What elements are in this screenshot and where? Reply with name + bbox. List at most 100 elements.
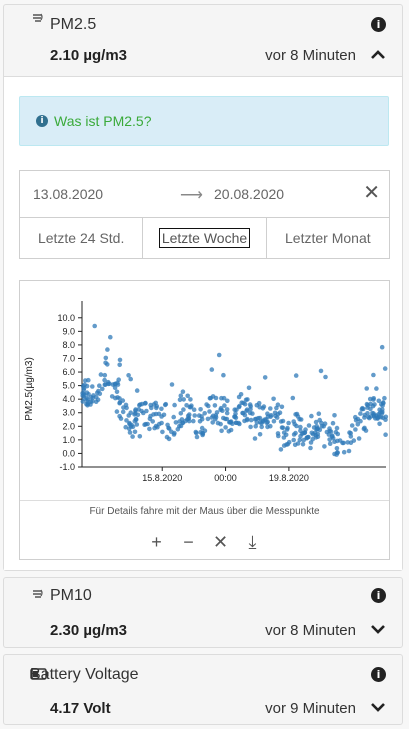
sensor-value: 2.10 µg/m3	[50, 46, 128, 64]
chart-container: 10.0 9.0 8.0 7.0 6.0 5.0 4.0 3.0 2.0 1.0 0.0 -1.0 15…	[19, 280, 390, 560]
data-point	[353, 417, 359, 423]
date-from-input[interactable]: 13.08.2020	[33, 186, 104, 202]
data-point	[130, 424, 136, 430]
data-point	[117, 357, 123, 363]
reset-zoom-icon[interactable]: ✕	[212, 532, 229, 552]
data-point	[332, 451, 337, 457]
info-alert[interactable]: i Was ist PM2.5?	[19, 96, 389, 146]
data-point	[173, 420, 179, 425]
data-point	[279, 425, 285, 430]
data-point	[205, 416, 211, 422]
data-point	[137, 402, 143, 407]
data-point	[116, 377, 121, 382]
chevron-down-icon[interactable]	[370, 622, 386, 636]
data-point	[219, 428, 224, 434]
zoom-in-icon[interactable]: +	[151, 532, 162, 552]
data-point	[112, 381, 118, 387]
data-point	[97, 383, 102, 388]
data-point	[313, 419, 319, 425]
card-details: i Was ist PM2.5? 13.08.2020 ⟶ 20.08.2020…	[4, 76, 402, 570]
data-point	[313, 432, 319, 438]
range-option-label: Letzte Woche	[158, 228, 251, 248]
data-point	[308, 440, 314, 445]
data-point	[180, 389, 186, 394]
card-title: Battery Voltage	[30, 666, 139, 683]
data-point	[123, 402, 129, 408]
data-point	[90, 384, 95, 389]
data-point	[355, 422, 361, 427]
data-point	[258, 419, 263, 425]
card-title-row[interactable]: Battery Voltage i	[4, 663, 402, 687]
data-point	[207, 409, 212, 414]
range-option-week[interactable]: Letzte Woche	[143, 217, 267, 259]
data-point	[120, 409, 126, 415]
data-point	[226, 429, 232, 434]
card-title-row[interactable]: PM10 i	[4, 584, 402, 608]
data-point	[233, 420, 239, 425]
data-point	[372, 402, 377, 407]
card-title-row[interactable]: PM2.5 i	[4, 13, 402, 37]
data-point	[114, 389, 120, 395]
data-point	[295, 441, 301, 446]
data-point	[200, 430, 205, 436]
range-option-month[interactable]: Letzter Monat	[267, 217, 389, 259]
data-point	[177, 419, 182, 424]
data-point	[298, 433, 303, 439]
info-icon[interactable]: i	[371, 17, 386, 32]
data-point	[365, 403, 371, 408]
data-point	[130, 434, 135, 439]
data-point	[334, 425, 340, 431]
card-value-row[interactable]: 2.10 µg/m3 vor 8 Minuten	[4, 43, 402, 67]
sensor-card-battery: Battery Voltage i 4.17 Volt vor 9 Minute…	[3, 654, 403, 725]
data-point	[297, 437, 303, 443]
data-point	[165, 422, 170, 428]
zoom-out-icon[interactable]: −	[183, 532, 194, 552]
clear-range-icon[interactable]: ✕	[363, 182, 380, 204]
data-point	[117, 362, 122, 368]
card-value-row[interactable]: 2.30 µg/m3 vor 8 Minuten	[4, 618, 402, 642]
chevron-down-icon[interactable]	[370, 700, 386, 714]
data-point	[213, 413, 219, 418]
data-point	[274, 415, 280, 420]
data-point	[144, 408, 149, 414]
range-option-24h[interactable]: Letzte 24 Std.	[20, 217, 144, 259]
data-point	[191, 407, 197, 412]
data-point	[126, 373, 131, 378]
data-point	[181, 397, 186, 402]
y-tick-label: 1.0	[62, 435, 75, 445]
date-to-input[interactable]: 20.08.2020	[214, 186, 285, 202]
data-point	[364, 386, 370, 391]
y-axis-label: PM2.5(µg/m3)	[24, 357, 35, 421]
data-point	[265, 414, 271, 419]
data-point	[185, 413, 191, 419]
data-point	[224, 407, 230, 412]
data-point	[103, 360, 108, 366]
y-tick-label: -1.0	[59, 462, 75, 472]
info-icon[interactable]: i	[371, 588, 386, 603]
data-point	[126, 426, 132, 431]
data-point	[271, 418, 277, 424]
info-alert-text[interactable]: Was ist PM2.5?	[54, 113, 152, 129]
data-point	[271, 396, 276, 402]
card-value-row[interactable]: 4.17 Volt vor 9 Minuten	[4, 696, 402, 720]
chevron-up-icon[interactable]	[370, 47, 386, 61]
data-point	[80, 393, 85, 399]
data-point	[222, 403, 227, 408]
date-range-inputs: 13.08.2020 ⟶ 20.08.2020 ✕	[20, 171, 389, 218]
data-point	[223, 425, 228, 430]
data-point	[177, 397, 183, 403]
pm25-scatter-chart[interactable]: 10.0 9.0 8.0 7.0 6.0 5.0 4.0 3.0 2.0 1.0 0.0 -1.0 15…	[20, 281, 389, 499]
data-point	[245, 397, 250, 402]
data-point	[147, 426, 152, 432]
data-point	[286, 420, 291, 426]
data-point	[341, 440, 346, 446]
data-point	[85, 403, 90, 408]
data-point	[291, 419, 297, 424]
y-tick-label: 5.0	[62, 381, 75, 391]
data-point	[318, 368, 324, 374]
y-tick-label: 9.0	[62, 326, 75, 336]
info-icon[interactable]: i	[371, 667, 386, 682]
sensor-card-pm25: PM2.5 i 2.10 µg/m3 vor 8 Minuten i Was i…	[3, 4, 403, 571]
data-point	[159, 420, 164, 426]
download-icon[interactable]: ⤓	[248, 532, 257, 552]
